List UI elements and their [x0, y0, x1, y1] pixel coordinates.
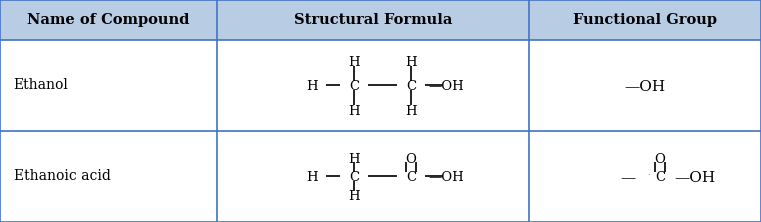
- Text: Ethanoic acid: Ethanoic acid: [14, 169, 110, 184]
- Bar: [529, 0, 761, 40]
- Text: C: C: [349, 171, 359, 184]
- Text: H: H: [405, 56, 417, 69]
- Text: C: C: [406, 80, 416, 93]
- Bar: [0, 40, 217, 131]
- Bar: [529, 40, 761, 131]
- Text: H: H: [306, 80, 318, 93]
- Text: H: H: [348, 190, 360, 203]
- Text: Functional Group: Functional Group: [573, 13, 717, 27]
- Bar: [217, 40, 529, 131]
- Text: —OH: —OH: [674, 171, 715, 185]
- Text: O: O: [406, 153, 416, 166]
- Text: —OH: —OH: [428, 80, 464, 93]
- Text: Ethanol: Ethanol: [14, 78, 68, 93]
- Text: —OH: —OH: [624, 80, 666, 94]
- Bar: [529, 131, 761, 222]
- Text: Structural Formula: Structural Formula: [294, 13, 452, 27]
- Text: H: H: [348, 105, 360, 118]
- Bar: [0, 131, 217, 222]
- Text: O: O: [654, 153, 666, 166]
- Text: —OH: —OH: [428, 171, 464, 184]
- Text: ·: ·: [647, 171, 649, 180]
- Text: H: H: [348, 56, 360, 69]
- Text: C: C: [349, 80, 359, 93]
- Text: C: C: [406, 171, 416, 184]
- Text: C: C: [655, 171, 665, 184]
- Text: Name of Compound: Name of Compound: [27, 13, 189, 27]
- Bar: [217, 0, 529, 40]
- Text: H: H: [306, 171, 318, 184]
- Bar: [0, 0, 217, 40]
- Text: H: H: [348, 153, 360, 166]
- Text: H: H: [405, 105, 417, 118]
- Text: —: —: [620, 171, 636, 185]
- Bar: [217, 131, 529, 222]
